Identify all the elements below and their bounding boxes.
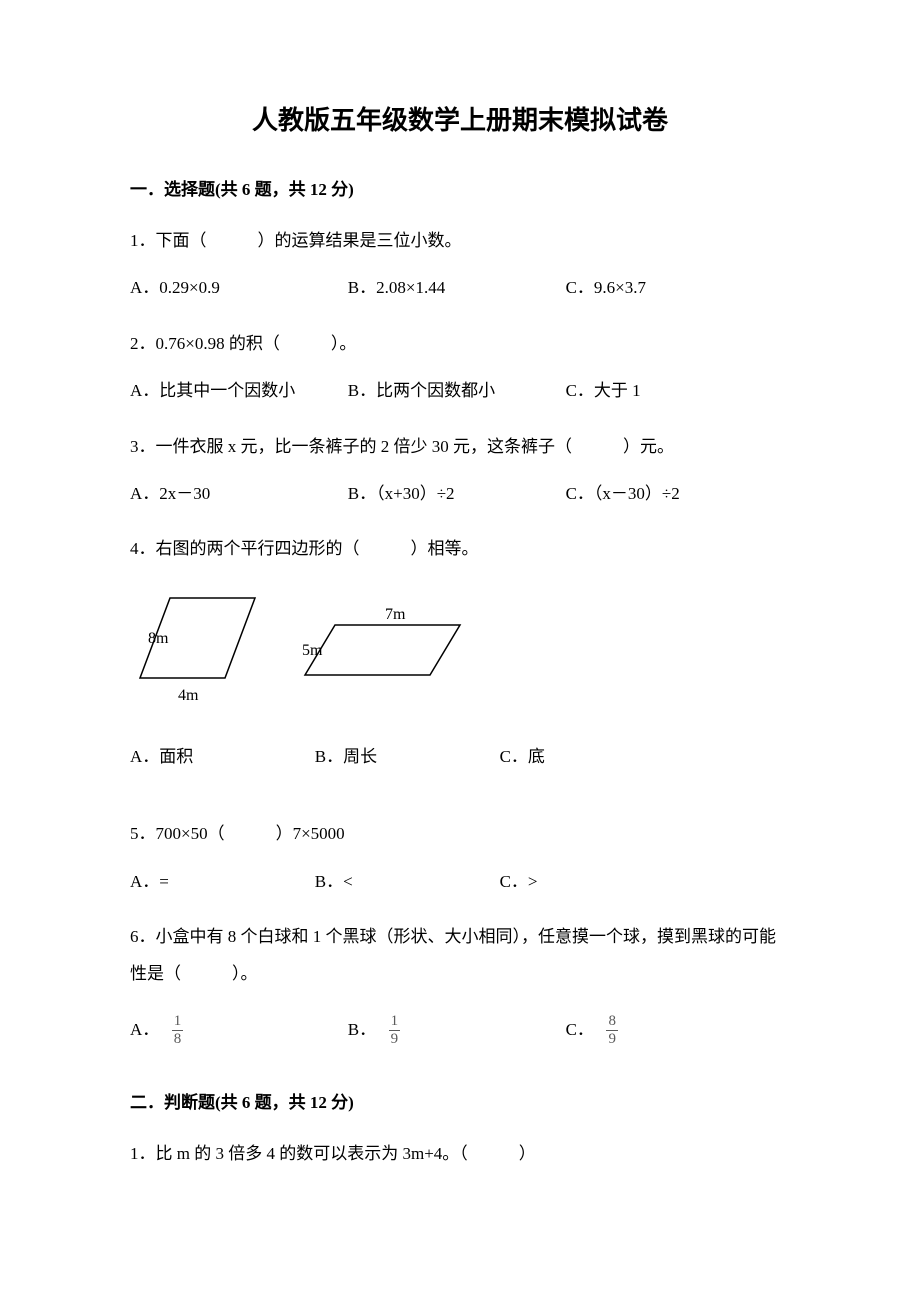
q5-stem: 5．700×50（ ）7×5000 [130,815,790,852]
q3-option-b: B．（x+30）÷2 [348,475,566,512]
q4-option-b: B．周长 [315,738,500,775]
q2-stem: 2．0.76×0.98 的积（ ）。 [130,325,790,362]
q1-option-c: C．9.6×3.7 [566,269,790,306]
section-1-header: 一．选择题(共 6 题，共 12 分) [130,175,790,200]
q5-option-b: B．< [315,863,500,900]
s2-q1-stem: 1．比 m 的 3 倍多 4 的数可以表示为 3m+4。（ ） [130,1135,790,1172]
p1-side-label: 8m [148,630,169,647]
p2-side-label: 5m [302,642,323,659]
frac-den: 9 [606,1031,618,1047]
q4-options: A．面积 B．周长 C．底 [130,738,790,775]
q1-option-b: B．2.08×1.44 [348,269,566,306]
q1-options: A．0.29×0.9 B．2.08×1.44 C．9.6×3.7 [130,269,790,306]
exam-page: 人教版五年级数学上册期末模拟试卷 一．选择题(共 6 题，共 12 分) 1．下… [0,0,920,1302]
q3-option-c: C．（x－30）÷2 [566,475,790,512]
q6-a-label: A． [130,1020,159,1039]
q2-option-b: B．比两个因数都小 [348,372,566,409]
q6-c-label: C． [566,1020,594,1039]
fraction-icon: 1 8 [172,1014,184,1047]
q6-option-b: B． 1 9 [348,1011,566,1048]
q4-option-c: C．底 [500,738,685,775]
section-2-header: 二．判断题(共 6 题，共 12 分) [130,1088,790,1113]
q6-option-c: C． 8 9 [566,1011,784,1048]
q5-options: A．= B．< C．> [130,863,790,900]
q5-option-c: C．> [500,863,685,900]
p1-base-label: 4m [178,687,199,704]
q2-options: A．比其中一个因数小 B．比两个因数都小 C．大于 1 [130,372,790,409]
q4-option-a: A．面积 [130,738,315,775]
p2-top-label: 7m [385,606,406,623]
q2-option-a: A．比其中一个因数小 [130,372,348,409]
parallelogram-1-icon: 8m 4m [130,588,270,708]
q6-options: A． 1 8 B． 1 9 C． 8 9 [130,1011,790,1048]
q6-option-a: A． 1 8 [130,1011,348,1048]
frac-num: 1 [172,1014,184,1031]
q3-options: A．2x－30 B．（x+30）÷2 C．（x－30）÷2 [130,475,790,512]
q3-stem: 3．一件衣服 x 元，比一条裤子的 2 倍少 30 元，这条裤子（ ）元。 [130,428,790,465]
frac-num: 8 [606,1014,618,1031]
q6-b-label: B． [348,1020,376,1039]
q4-stem: 4．右图的两个平行四边形的（ ）相等。 [130,530,790,567]
fraction-icon: 1 9 [389,1014,401,1047]
q1-stem: 1．下面（ ）的运算结果是三位小数。 [130,222,790,259]
q1-option-a: A．0.29×0.9 [130,269,348,306]
q4-diagram: 8m 4m 7m 5m [130,588,790,708]
frac-den: 8 [172,1031,184,1047]
page-title: 人教版五年级数学上册期末模拟试卷 [130,100,790,137]
q3-option-a: A．2x－30 [130,475,348,512]
q5-option-a: A．= [130,863,315,900]
q2-option-c: C．大于 1 [566,372,790,409]
fraction-icon: 8 9 [606,1014,618,1047]
q6-stem: 6．小盒中有 8 个白球和 1 个黑球（形状、大小相同），任意摸一个球，摸到黑球… [130,918,790,993]
parallelogram-2-icon: 7m 5m [300,603,470,693]
frac-num: 1 [389,1014,401,1031]
frac-den: 9 [389,1031,401,1047]
